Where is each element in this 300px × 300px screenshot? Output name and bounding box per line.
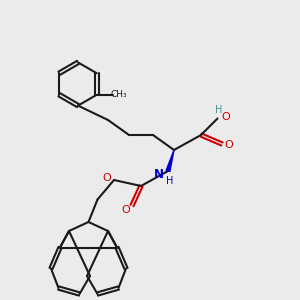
Text: H: H bbox=[166, 176, 173, 187]
Text: O: O bbox=[221, 112, 230, 122]
Text: N: N bbox=[153, 168, 164, 181]
Text: O: O bbox=[121, 205, 130, 215]
Text: H: H bbox=[215, 105, 223, 115]
Text: O: O bbox=[224, 140, 233, 151]
Text: CH₃: CH₃ bbox=[110, 90, 127, 99]
Polygon shape bbox=[166, 150, 174, 172]
Text: O: O bbox=[102, 172, 111, 183]
